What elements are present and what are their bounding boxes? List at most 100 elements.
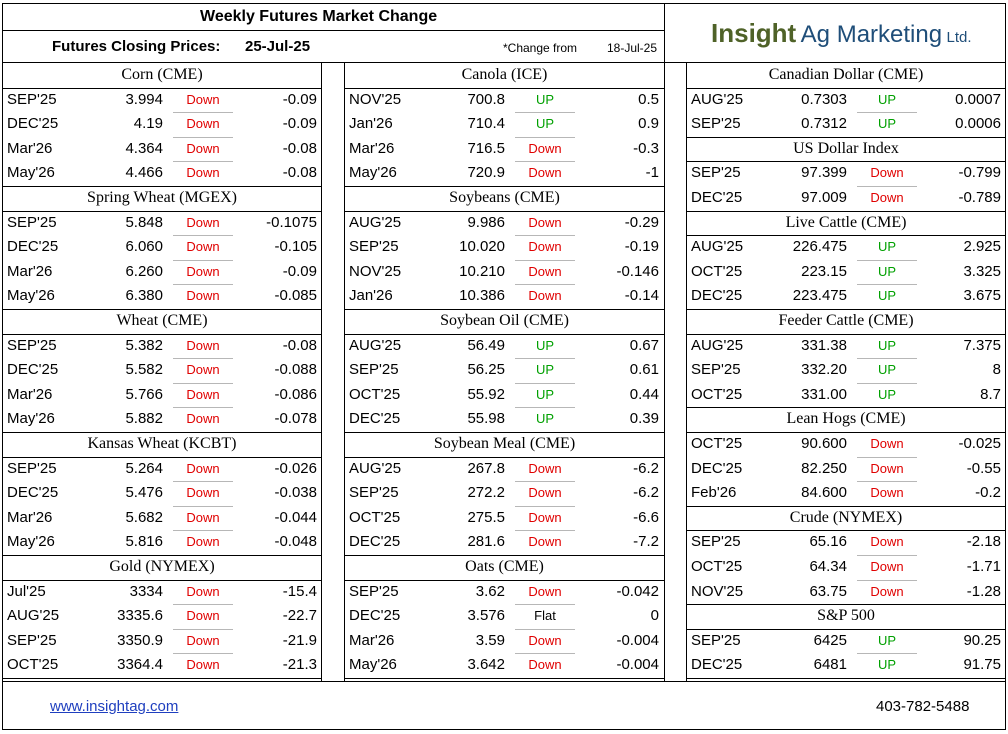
- section-bottom-line: [3, 186, 321, 187]
- table-row: Mar'26 4.364 Down -0.08: [3, 137, 321, 162]
- direction-indicator: UP: [877, 288, 897, 304]
- table-row: OCT'25 275.5 Down -6.6: [345, 506, 664, 531]
- direction-indicator: UP: [535, 362, 555, 378]
- row-rule: [515, 358, 575, 359]
- direction-indicator: Down: [186, 239, 220, 255]
- row-rule: [173, 407, 233, 408]
- closing-price: 90.600: [801, 435, 847, 452]
- contract-month: SEP'25: [691, 361, 741, 379]
- row-rule: [857, 358, 917, 359]
- row-rule: [857, 112, 917, 113]
- section-header-line: [687, 629, 1005, 630]
- price-change: -6.2: [633, 459, 659, 477]
- website-link[interactable]: www.insightag.com: [50, 698, 179, 715]
- table-row: DEC'25 5.582 Down -0.088: [3, 358, 321, 383]
- price-change: -21.3: [282, 656, 317, 674]
- closing-price: 6481: [813, 656, 847, 674]
- closing-price: 56.25: [467, 361, 505, 379]
- row-rule: [857, 580, 917, 581]
- price-change: -0.3: [633, 139, 659, 157]
- closing-price: 64.34: [809, 558, 847, 575]
- section-bottom-line: [345, 432, 664, 433]
- table-row: Mar'26 3.59 Down -0.004: [345, 629, 664, 654]
- table-row: DEC'25 6.060 Down -0.105: [3, 235, 321, 260]
- contract-month: AUG'25: [691, 238, 744, 256]
- row-rule: [857, 260, 917, 261]
- price-change: 0.0006: [955, 115, 1001, 133]
- closing-price: 10.386: [459, 287, 505, 305]
- section-bottom-line: [687, 678, 1005, 679]
- direction-indicator: Down: [870, 436, 904, 451]
- row-rule: [515, 653, 575, 654]
- section-header-line: [687, 432, 1005, 433]
- contract-month: May'26: [7, 287, 55, 305]
- direction-indicator: Down: [528, 534, 562, 550]
- closing-price: 331.00: [801, 385, 847, 403]
- price-change: -0.004: [616, 631, 659, 649]
- contract-month: SEP'25: [691, 164, 741, 182]
- contract-month: Feb'26: [691, 484, 737, 502]
- price-change: -6.6: [633, 508, 659, 526]
- row-rule: [515, 530, 575, 531]
- price-change: -0.048: [274, 533, 317, 551]
- direction-indicator: UP: [535, 91, 555, 107]
- price-change: 7.375: [963, 336, 1001, 354]
- direction-indicator: UP: [877, 263, 897, 279]
- row-rule: [173, 161, 233, 162]
- price-change: 0.67: [629, 336, 659, 354]
- row-rule: [857, 284, 917, 285]
- direction-indicator: Flat: [534, 608, 556, 624]
- section-header-line: [3, 334, 321, 335]
- section-bottom-line: [687, 407, 1005, 408]
- table-row: SEP'25 3350.9 Down -21.9: [3, 629, 321, 654]
- closing-price: 4.19: [133, 115, 163, 133]
- section-title-wheat-cme: Wheat (CME): [116, 312, 208, 329]
- row-rule: [173, 604, 233, 605]
- logo-insight: Insight: [711, 18, 797, 48]
- table-row: AUG'25 267.8 Down -6.2: [345, 457, 664, 482]
- closing-price: 281.6: [467, 533, 505, 551]
- direction-indicator: UP: [877, 239, 897, 255]
- contract-month: OCT'25: [691, 435, 743, 452]
- section-title-soybean-meal-cme: Soybean Meal (CME): [433, 435, 576, 452]
- closing-price: 55.98: [467, 410, 505, 428]
- direction-indicator: Down: [528, 239, 562, 255]
- closing-price: 56.49: [467, 336, 505, 354]
- section-title-canola-ice: Canola (ICE): [461, 66, 548, 83]
- frame-right: [1005, 3, 1006, 730]
- direction-indicator: Down: [528, 263, 562, 279]
- contract-month: DEC'25: [349, 533, 401, 551]
- contract-month: SEP'25: [7, 213, 57, 231]
- section-title-lean-hogs-cme: Lean Hogs (CME): [786, 410, 906, 428]
- direction-indicator: Down: [186, 116, 220, 132]
- closing-price: 9.986: [467, 213, 505, 231]
- price-change: -0.146: [616, 262, 659, 280]
- table-row: DEC'25 5.476 Down -0.038: [3, 481, 321, 506]
- section-bottom-line: [3, 555, 321, 556]
- row-rule: [857, 186, 917, 187]
- contract-month: SEP'25: [691, 115, 741, 133]
- table-row: OCT'25 3364.4 Down -21.3: [3, 653, 321, 678]
- price-change: -0.2: [975, 484, 1001, 502]
- section-title-oats-cme: Oats (CME): [465, 558, 544, 575]
- direction-indicator: UP: [535, 116, 555, 132]
- closing-price: 720.9: [467, 164, 505, 182]
- row-rule: [515, 629, 575, 630]
- table-row: OCT'25 64.34 Down -1.71: [687, 555, 1005, 580]
- row-rule: [515, 481, 575, 482]
- table-row: AUG'25 9.986 Down -0.29: [345, 211, 664, 236]
- row-rule: [173, 112, 233, 113]
- table-row: NOV'25 63.75 Down -1.28: [687, 580, 1005, 605]
- price-change: 0: [650, 607, 659, 625]
- direction-indicator: UP: [877, 91, 897, 107]
- table-row: OCT'25 90.600 Down -0.025: [687, 432, 1005, 457]
- direction-indicator: Down: [528, 214, 562, 230]
- direction-indicator: Down: [186, 608, 220, 624]
- contract-month: AUG'25: [691, 336, 744, 354]
- col-sep-1a: [321, 62, 322, 682]
- closing-price: 55.92: [467, 385, 505, 403]
- table-row: May'26 3.642 Down -0.004: [345, 653, 664, 678]
- direction-indicator: Down: [186, 362, 220, 378]
- price-change: 0.61: [629, 361, 659, 379]
- table-row: SEP'25 272.2 Down -6.2: [345, 481, 664, 506]
